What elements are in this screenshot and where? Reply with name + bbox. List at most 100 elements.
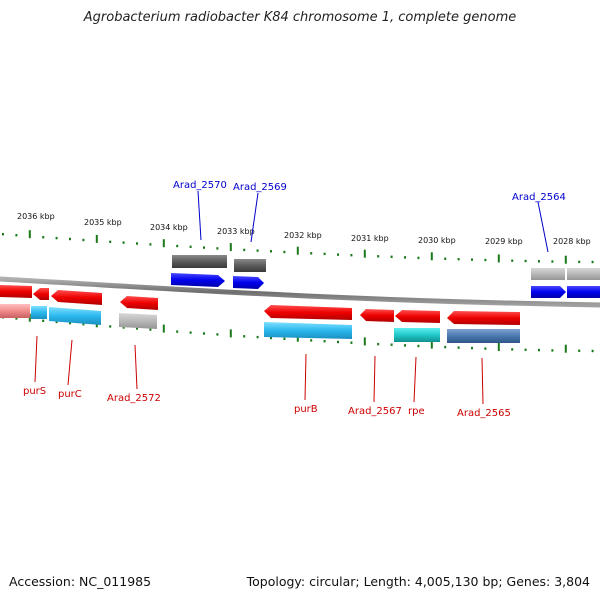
reverse-strand-features	[0, 285, 520, 343]
gene-label[interactable]: Arad_2569	[233, 182, 287, 193]
scale-minor-tick	[15, 317, 18, 320]
protein-block-purb[interactable]	[264, 322, 352, 339]
gene-label[interactable]: Arad_2564	[512, 192, 566, 203]
scale-minor-tick	[149, 243, 152, 246]
gene-arrow-arad-2565[interactable]	[447, 311, 520, 325]
scale-minor-tick	[350, 254, 353, 257]
scale-minor-tick	[323, 340, 326, 343]
scale-minor-tick	[511, 348, 514, 351]
callout-lines	[34, 190, 549, 405]
scale-label: 2034 kbp	[150, 223, 188, 232]
scale-minor-tick	[457, 258, 460, 261]
scale-minor-tick	[109, 240, 112, 243]
scale-minor-tick	[377, 342, 380, 346]
protein-block-arad-2572[interactable]	[119, 313, 157, 329]
gene-label[interactable]: Arad_2565	[457, 408, 511, 419]
scale-minor-tick	[283, 250, 286, 254]
scale-minor-tick	[136, 242, 138, 245]
scale-minor-tick	[310, 339, 313, 342]
genome-title: Agrobacterium radiobacter K84 chromosome…	[83, 10, 517, 25]
scale-minor-tick	[377, 255, 380, 258]
scale-label: 2036 kbp	[17, 212, 55, 221]
protein-block-purs-2[interactable]	[31, 306, 47, 319]
scale-minor-tick	[578, 260, 581, 264]
scale-label: 2029 kbp	[485, 237, 523, 246]
protein-block-arad-2565[interactable]	[447, 329, 520, 343]
gene-label[interactable]: Arad_2567	[348, 406, 402, 417]
scale-minor-tick	[189, 245, 192, 248]
gene-arrow-arad-2569[interactable]	[233, 276, 264, 289]
scale-minor-tick	[524, 259, 527, 263]
protein-block-arad-2563[interactable]	[567, 268, 600, 280]
protein-block-purc[interactable]	[49, 307, 101, 325]
gene-arrow-purs[interactable]	[0, 285, 32, 298]
scale-minor-tick	[243, 335, 246, 338]
gene-label[interactable]: Arad_2572	[107, 393, 161, 404]
scale-minor-tick	[538, 260, 540, 263]
protein-block-arad-2564[interactable]	[531, 268, 565, 280]
scale-major-tick	[296, 246, 299, 255]
scale-minor-tick	[69, 321, 71, 325]
accession-text: Accession: NC_011985	[9, 574, 152, 589]
outer-scale-track	[2, 230, 594, 264]
scale-minor-tick	[176, 330, 179, 333]
scale-minor-tick	[122, 326, 125, 329]
protein-block-purs[interactable]	[0, 304, 30, 318]
gene-arrow-arad-2567[interactable]	[360, 309, 394, 322]
gene-label[interactable]: Arad_2570	[173, 180, 227, 191]
protein-block-rpe[interactable]	[394, 328, 440, 342]
scale-minor-tick	[109, 325, 112, 328]
scale-major-tick	[564, 344, 567, 353]
gene-label[interactable]: rpe	[408, 406, 425, 417]
scale-minor-tick	[55, 320, 58, 324]
protein-block-arad-2570[interactable]	[172, 255, 227, 268]
scale-minor-tick	[55, 236, 58, 240]
scale-minor-tick	[203, 246, 205, 249]
scale-minor-tick	[189, 331, 192, 334]
scale-major-tick	[497, 343, 500, 351]
scale-major-tick	[229, 243, 232, 252]
scale-minor-tick	[15, 234, 18, 237]
scale-minor-tick	[390, 343, 393, 346]
scale-minor-tick	[471, 258, 473, 261]
scale-labels: 2036 kbp 2035 kbp 2034 kbp 2033 kbp 2032…	[17, 212, 591, 246]
scale-minor-tick	[176, 244, 179, 248]
scale-major-tick	[28, 230, 31, 239]
scale-minor-tick	[122, 241, 125, 244]
gene-arrow-arad-2564[interactable]	[531, 286, 566, 298]
protein-block-arad-2569[interactable]	[234, 259, 266, 272]
gene-arrow-purc[interactable]	[33, 288, 49, 300]
gene-label[interactable]: purS	[23, 386, 46, 397]
gene-label[interactable]: purB	[294, 404, 318, 415]
scale-minor-tick	[149, 328, 152, 331]
scale-minor-tick	[270, 250, 272, 253]
gene-label[interactable]: purC	[58, 389, 82, 400]
scale-minor-tick	[551, 349, 554, 352]
scale-minor-tick	[524, 348, 527, 351]
scale-minor-tick	[417, 344, 420, 348]
scale-minor-tick	[471, 346, 473, 350]
scale-minor-tick	[484, 347, 487, 350]
scale-minor-tick	[337, 340, 339, 344]
scale-label: 2031 kbp	[351, 234, 389, 243]
scale-minor-tick	[42, 236, 45, 239]
gene-arrow-purb[interactable]	[264, 305, 352, 320]
scale-minor-tick	[551, 260, 554, 263]
gene-arrow-arad-2572[interactable]	[120, 296, 158, 310]
scale-minor-tick	[310, 252, 313, 255]
scale-minor-tick	[390, 255, 393, 258]
scale-minor-tick	[69, 237, 71, 241]
scale-major-tick	[363, 337, 366, 346]
gene-arrow-rpe[interactable]	[395, 310, 440, 323]
scale-minor-tick	[444, 345, 447, 349]
gene-arrow-purc-2[interactable]	[51, 290, 102, 305]
scale-minor-tick	[216, 247, 219, 250]
scale-major-tick	[95, 234, 98, 243]
gene-block-arad-2563[interactable]	[567, 286, 600, 298]
scale-minor-tick	[82, 238, 85, 242]
gene-arrow-arad-2570[interactable]	[171, 273, 225, 287]
scale-minor-tick	[337, 253, 339, 256]
scale-minor-tick	[283, 337, 286, 340]
scale-minor-tick	[256, 249, 259, 252]
